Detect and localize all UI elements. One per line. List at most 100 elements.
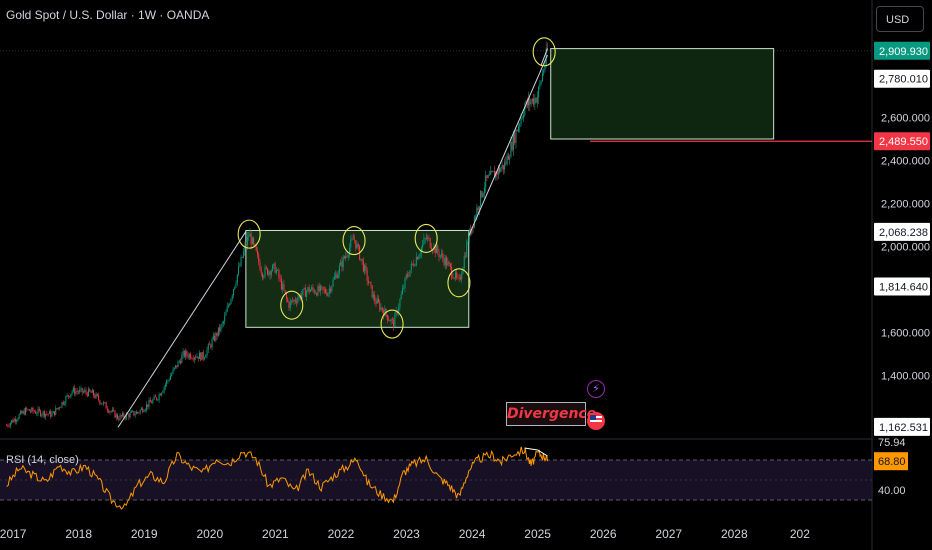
candle-body	[494, 171, 496, 178]
candle-body	[482, 193, 484, 197]
candle-body	[521, 117, 523, 119]
candle-body	[287, 298, 289, 302]
candle-body	[407, 274, 409, 277]
price-axis-tick: 2,600.000	[881, 112, 930, 124]
candle-body	[320, 286, 322, 292]
time-axis-tick: 2023	[393, 527, 420, 541]
candle-body	[361, 258, 363, 261]
candle-body	[388, 319, 390, 321]
candle-body	[541, 73, 543, 82]
candle-body	[429, 238, 431, 248]
candle-body	[55, 408, 57, 415]
candle-body	[28, 409, 30, 412]
candle-body	[197, 356, 199, 359]
candle-body	[139, 409, 141, 413]
rsi-indicator-label[interactable]: RSI (14, close)	[6, 454, 79, 466]
price-axis-tick: 2,200.000	[881, 199, 930, 211]
highlight-circle	[532, 37, 556, 67]
candle-body	[251, 237, 253, 245]
candle-body	[515, 129, 517, 143]
candle-body	[264, 267, 266, 277]
highlight-circle	[414, 223, 438, 253]
candle-body	[436, 245, 438, 254]
candle-body	[354, 239, 356, 241]
candle-body	[125, 413, 127, 419]
trend-line	[540, 48, 548, 67]
price-label: 2,068.238	[879, 227, 928, 239]
candle-body	[536, 97, 538, 103]
candle-body	[42, 411, 44, 415]
candle-body	[283, 284, 285, 291]
candle-body	[69, 396, 71, 398]
candle-body	[418, 255, 420, 260]
candle-body	[210, 344, 212, 348]
candle-body	[400, 294, 402, 300]
candle-body	[159, 394, 161, 396]
candle-body	[428, 237, 430, 239]
highlight-circle	[447, 268, 471, 298]
candle-body	[500, 168, 502, 173]
candle-body	[35, 411, 37, 414]
candle-body	[452, 276, 454, 279]
candle-body	[530, 101, 532, 105]
candle-body	[30, 411, 32, 412]
candle-body	[371, 285, 373, 298]
candle-body	[205, 355, 207, 358]
candle-body	[183, 351, 185, 357]
rsi-value-box	[874, 452, 908, 471]
candle-body	[22, 410, 24, 414]
candle-body	[67, 395, 69, 397]
candle-body	[114, 410, 116, 418]
candle-body	[481, 191, 483, 197]
candle-body	[85, 390, 87, 393]
candle-body	[53, 411, 55, 415]
time-axis-tick: 2019	[131, 527, 158, 541]
candle-body	[317, 286, 319, 296]
candle-body	[360, 258, 362, 260]
candle-body	[167, 380, 169, 381]
price-axis-tick: 2,000.000	[881, 242, 930, 254]
candle-body	[216, 332, 218, 336]
candle-body	[93, 389, 95, 396]
candle-body	[48, 411, 50, 414]
candle-body	[528, 98, 530, 106]
candle-body	[463, 256, 465, 269]
candle-body	[220, 324, 222, 332]
lightning-icon[interactable]: ⚡	[587, 380, 605, 398]
symbol-title[interactable]: Gold Spot / U.S. Dollar · 1W · OANDA	[6, 8, 210, 22]
candle-body	[326, 293, 328, 296]
candle-body	[395, 310, 397, 315]
candle-body	[391, 319, 393, 321]
candle-body	[148, 400, 150, 407]
candle-body	[389, 320, 391, 322]
candle-body	[442, 253, 444, 259]
candle-body	[274, 263, 276, 273]
candle-body	[341, 261, 343, 268]
candle-body	[243, 251, 245, 258]
candle-body	[430, 247, 432, 250]
us-flag-icon[interactable]	[587, 412, 605, 430]
candle-body	[100, 403, 102, 405]
price-label-box	[874, 417, 930, 436]
time-axis-tick: 202	[790, 527, 810, 541]
candle-body	[168, 379, 170, 381]
candle-body	[540, 81, 542, 84]
highlight-circle	[342, 226, 366, 256]
candle-body	[84, 390, 86, 392]
candle-body	[331, 286, 333, 292]
price-axis-tick: 2,400.000	[881, 156, 930, 168]
candle-body	[207, 344, 209, 350]
candle-body	[323, 289, 325, 291]
candle-body	[403, 287, 405, 289]
currency-button[interactable]: USD	[876, 6, 924, 32]
candle-body	[337, 273, 339, 279]
candle-body	[365, 265, 367, 270]
candle-body	[215, 332, 217, 341]
candle-body	[45, 413, 47, 417]
rsi-axis-tick: 75.94	[878, 437, 906, 449]
candle-body	[456, 272, 458, 277]
candle-body	[233, 289, 235, 296]
candle-body	[52, 411, 54, 414]
candle-body	[124, 417, 126, 419]
